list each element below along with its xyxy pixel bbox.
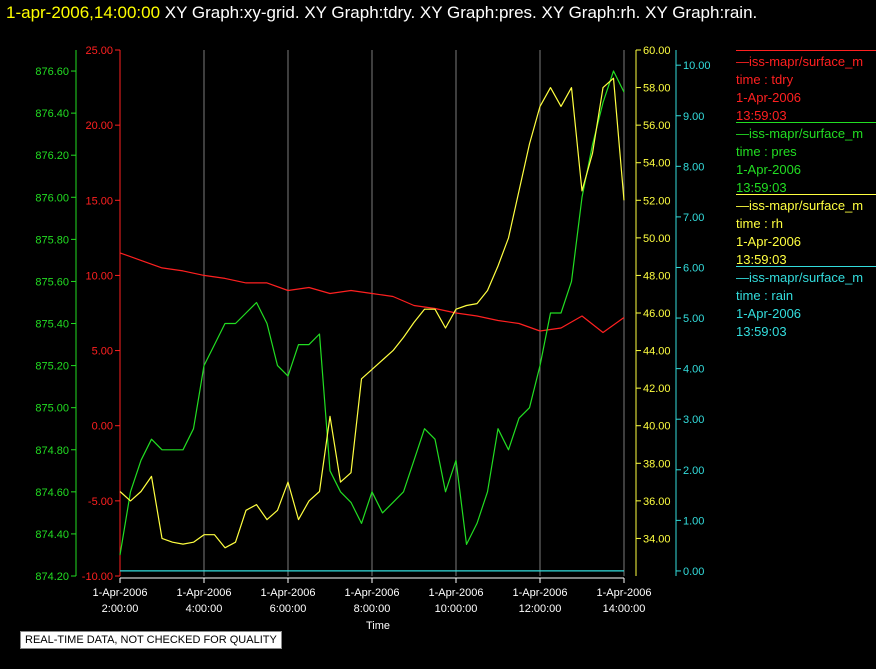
legend-entry-rain: —iss-mapr/surface_m time : rain 1-Apr-20… — [736, 266, 876, 338]
pres-tick-label: 876.40 — [35, 108, 69, 120]
rh-tick-label: 54.00 — [643, 158, 671, 170]
title-bar: 1-apr-2006,14:00:00 XY Graph:xy-grid. XY… — [6, 3, 757, 23]
tdry-tick-label: 5.00 — [92, 346, 113, 358]
x-tick-label-date: 1-Apr-2006 — [176, 587, 231, 599]
rain-tick-label: 0.00 — [683, 566, 704, 578]
legend-series-time: 13:59:03 — [736, 108, 787, 123]
legend-entry-rh: —iss-mapr/surface_m time : rh 1-Apr-2006… — [736, 194, 876, 267]
legend-series-time: 13:59:03 — [736, 252, 787, 267]
pres-tick-label: 874.20 — [35, 571, 69, 583]
x-tick-label-date: 1-Apr-2006 — [512, 587, 567, 599]
legend-series-name: —iss-mapr/surface_m — [736, 198, 864, 213]
legend-series-name: —iss-mapr/surface_m — [736, 54, 864, 69]
pres-tick-label: 876.60 — [35, 66, 69, 78]
pres-tick-label: 875.80 — [35, 234, 69, 246]
pres-tick-label: 876.00 — [35, 192, 69, 204]
x-tick-label-time: 4:00:00 — [186, 603, 223, 615]
rh-tick-label: 36.00 — [643, 496, 671, 508]
x-tick-label-time: 12:00:00 — [519, 603, 562, 615]
rh-tick-label: 60.00 — [643, 45, 671, 57]
pres-tick-label: 875.00 — [35, 403, 69, 415]
rh-tick-label: 40.00 — [643, 421, 671, 433]
graph-list: XY Graph:xy-grid. XY Graph:tdry. XY Grap… — [164, 3, 758, 22]
tdry-tick-label: 0.00 — [92, 421, 113, 433]
tdry-tick-label: 20.00 — [85, 120, 113, 132]
quality-disclaimer: REAL-TIME DATA, NOT CHECKED FOR QUALITY — [20, 631, 282, 649]
legend-series-field: time : rh — [736, 216, 783, 231]
rain-tick-label: 4.00 — [683, 364, 704, 376]
rain-tick-label: 5.00 — [683, 313, 704, 325]
rh-tick-label: 48.00 — [643, 270, 671, 282]
legend-series-date: 1-Apr-2006 — [736, 234, 802, 249]
rh-tick-label: 56.00 — [643, 120, 671, 132]
x-tick-label-date: 1-Apr-2006 — [260, 587, 315, 599]
pres-series-line — [119, 70, 625, 556]
pres-tick-label: 875.20 — [35, 361, 69, 373]
x-tick-label-date: 1-Apr-2006 — [596, 587, 651, 599]
legend-series-name: —iss-mapr/surface_m — [736, 270, 864, 285]
x-tick-label-time: 14:00:00 — [603, 603, 646, 615]
pres-tick-label: 875.60 — [35, 276, 69, 288]
legend-separator — [736, 50, 876, 51]
x-axis: 1-Apr-2006 2:00:00 1-Apr-2006 4:00:00 1-Apr-… — [92, 577, 652, 615]
rain-tick-label: 2.00 — [683, 465, 704, 477]
x-tick-label-date: 1-Apr-2006 — [92, 587, 147, 599]
tdry-tick-label: -10.00 — [82, 571, 113, 583]
legend-separator — [736, 194, 876, 195]
legend-entry-pres: —iss-mapr/surface_m time : pres 1-Apr-20… — [736, 122, 876, 195]
x-tick-label-time: 2:00:00 — [102, 603, 139, 615]
legend-series-name: —iss-mapr/surface_m — [736, 126, 864, 141]
rain-tick-label: 8.00 — [683, 161, 704, 173]
pres-tick-label: 874.40 — [35, 529, 69, 541]
legend-series-field: time : tdry — [736, 72, 794, 87]
rh-tick-label: 50.00 — [643, 233, 671, 245]
x-tick-label-time: 6:00:00 — [270, 603, 307, 615]
pres-tick-label: 874.60 — [35, 487, 69, 499]
current-time: 1-apr-2006,14:00:00 — [6, 3, 161, 22]
rain-tick-label: 10.00 — [683, 60, 711, 72]
rh-tick-label: 42.00 — [643, 383, 671, 395]
rh-tick-label: 44.00 — [643, 346, 671, 358]
tdry-tick-label: 25.00 — [85, 45, 113, 57]
legend-series-date: 1-Apr-2006 — [736, 90, 802, 105]
legend: —iss-mapr/surface_m time : tdry 1-Apr-20… — [736, 50, 876, 338]
rain-tick-label: 7.00 — [683, 212, 704, 224]
rain-tick-label: 1.00 — [683, 515, 704, 527]
tdry-series-line — [119, 252, 625, 334]
x-tick-label-date: 1-Apr-2006 — [344, 587, 399, 599]
tdry-tick-label: 10.00 — [85, 270, 113, 282]
pres-tick-label: 874.80 — [35, 445, 69, 457]
legend-series-field: time : pres — [736, 144, 797, 159]
grid-lines — [119, 50, 625, 576]
rh-series-line — [119, 77, 625, 549]
pres-tick-label: 875.40 — [35, 319, 69, 331]
rh-tick-label: 46.00 — [643, 308, 671, 320]
legend-series-time: 13:59:03 — [736, 324, 787, 338]
x-axis-title: Time — [366, 620, 390, 632]
legend-series-time: 13:59:03 — [736, 180, 787, 195]
rain-tick-label: 6.00 — [683, 262, 704, 274]
rh-tick-label: 38.00 — [643, 458, 671, 470]
legend-series-field: time : rain — [736, 288, 794, 303]
legend-series-date: 1-Apr-2006 — [736, 162, 802, 177]
data-series — [119, 70, 625, 572]
rh-tick-label: 58.00 — [643, 83, 671, 95]
rain-tick-label: 9.00 — [683, 111, 704, 123]
x-tick-label-time: 10:00:00 — [435, 603, 478, 615]
rain-tick-label: 3.00 — [683, 414, 704, 426]
y-axes: 874.20 874.40 874.60 874.80 875.00 875.20 875.… — [35, 45, 710, 583]
legend-series-date: 1-Apr-2006 — [736, 306, 802, 321]
pres-tick-label: 876.20 — [35, 150, 69, 162]
legend-separator — [736, 266, 876, 267]
tdry-tick-label: 15.00 — [85, 195, 113, 207]
legend-separator — [736, 122, 876, 123]
x-tick-label-date: 1-Apr-2006 — [428, 587, 483, 599]
rh-tick-label: 34.00 — [643, 533, 671, 545]
rh-tick-label: 52.00 — [643, 195, 671, 207]
legend-entry-tdry: —iss-mapr/surface_m time : tdry 1-Apr-20… — [736, 50, 876, 123]
x-tick-label-time: 8:00:00 — [354, 603, 391, 615]
tdry-tick-label: -5.00 — [88, 496, 113, 508]
